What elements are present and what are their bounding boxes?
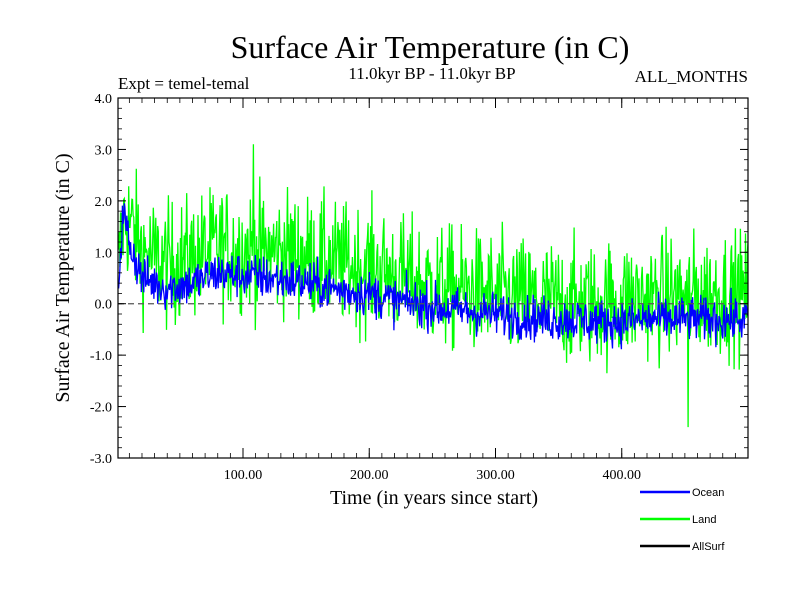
- chart-subtitle-expt: Expt = temel-temal: [118, 74, 250, 93]
- x-tick-label: 200.00: [350, 468, 389, 483]
- y-tick-label: -2.0: [90, 401, 112, 416]
- plot-frame: [117, 97, 749, 459]
- legend-label-allsurf: AllSurf: [692, 541, 725, 553]
- chart-title: Surface Air Temperature (in C): [231, 29, 630, 65]
- x-tick-label: 100.00: [224, 468, 263, 483]
- y-axis-label: Surface Air Temperature (in C): [52, 153, 74, 402]
- series-line-land: [118, 144, 748, 428]
- x-tick-label: 300.00: [476, 468, 515, 483]
- y-tick-label: 1.0: [95, 246, 113, 261]
- y-tick-label: 3.0: [95, 143, 113, 158]
- chart-subtitle-period: 11.0kyr BP - 11.0kyr BP: [348, 64, 515, 83]
- x-axis-label: Time (in years since start): [330, 487, 538, 509]
- chart-subtitle-months: ALL_MONTHS: [635, 67, 748, 86]
- y-tick-label: 4.0: [95, 92, 113, 107]
- y-tick-label: -3.0: [90, 452, 112, 467]
- x-tick-label: 400.00: [602, 468, 641, 483]
- y-tick-label: 2.0: [95, 195, 113, 210]
- y-tick-label: -1.0: [90, 349, 112, 364]
- series-line-ocean: [118, 203, 748, 350]
- y-tick-label: 0.0: [95, 298, 113, 313]
- legend-label-ocean: Ocean: [692, 487, 724, 499]
- legend-label-land: Land: [692, 514, 716, 526]
